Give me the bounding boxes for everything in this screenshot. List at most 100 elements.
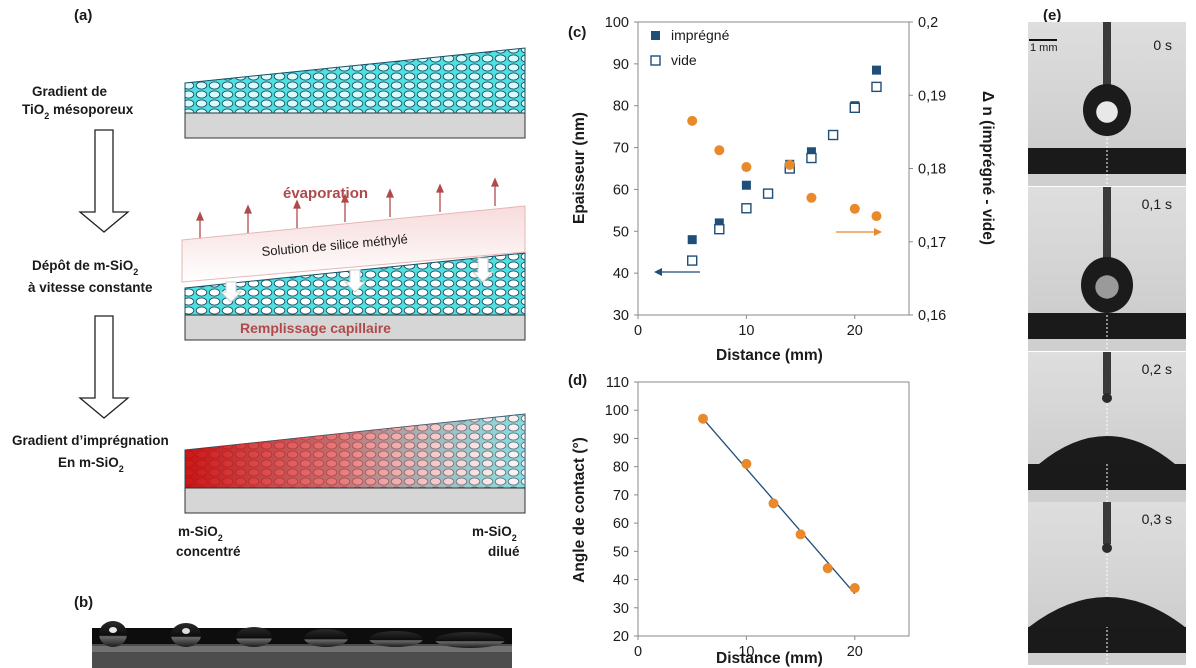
step3-line2: En m-SiO2 [58,455,124,474]
panel-e-label: (e) [1043,7,1061,24]
drop-highlight [1095,275,1119,299]
down-arrow-2 [78,315,130,419]
chart-c-point-circle [849,203,860,214]
chart-d-ytick-label: 100 [605,403,629,419]
chart-c-xtick-label: 20 [847,323,863,339]
chart-c-x-ticks: 0 10 20 [634,315,863,339]
chart-c-point-vide [806,152,817,164]
chart-c-point-vide [827,129,839,141]
chart-c-point-vide [849,102,860,114]
right-axis-arrow [836,228,882,236]
chart-c-point-vide [741,203,752,214]
droplet-1 [99,621,127,647]
chart-c-y2tick-label: 0,18 [918,162,946,178]
right-end-line2: dilué [488,544,520,559]
step1-line1: Gradient de [32,84,108,99]
chart-c-point-circle [741,162,752,173]
chart-c-xlabel: Distance (mm) [716,347,823,364]
frame-time-label: 0 s [1153,37,1172,53]
chart-d-ytick-label: 30 [613,601,629,617]
chart-c-y2-ticks: 0,16 0,17 0,18 0,19 0,2 [909,15,946,324]
step2-line1: Dépôt de m-SiO2 [32,258,138,277]
chart-d-marks [698,413,860,595]
chart-c-point-impregne [871,65,881,75]
chart-d-point-circle [741,458,752,469]
frame-time-label: 0,2 s [1142,361,1172,377]
drop-frame-0: 0 s [1028,22,1186,186]
panel-a: (a) Gradient de TiO2 mésoporeux Dépôt de… [12,7,526,559]
down-arrow-1 [78,129,130,233]
chart-c-y2tick-label: 0,19 [918,88,946,104]
chart-d-x-ticks: 0 10 20 [634,636,863,660]
panel-e: (e) 0 s 0,1 s 0,2 s 0,3 s 1 mm [1028,7,1186,665]
chart-c-ylabel: Epaisseur (nm) [571,112,588,224]
capillary-label: Remplissage capillaire [240,320,391,336]
chart-c-marks [687,65,882,266]
step1-line2: TiO2 mésoporeux [22,102,134,121]
droplet-3 [236,627,272,647]
evaporation-label: évaporation [283,185,368,202]
needle [1103,22,1111,96]
needle [1103,187,1111,261]
chart-c-point-circle [687,115,698,126]
chart-c-point-impregne [687,235,697,245]
chart-c-point-vide [762,188,774,199]
legend-impregne-marker [651,31,660,40]
legend-impregne-label: imprégné [671,27,730,43]
chart-c-y2label: Δ n (imprégné - vide) [979,91,996,245]
panel-b-label: (b) [74,594,93,611]
panel-d-label: (d) [568,372,587,389]
chart-d-xlabel: Distance (mm) [716,650,823,667]
substrate-reflection [1028,174,1186,186]
panel-c-label: (c) [568,24,586,41]
evaporation-arrows [196,177,499,240]
sessile-drop [1029,597,1185,627]
chart-d-ytick-label: 60 [613,516,629,532]
step2-line2: à vitesse constante [28,280,153,295]
chart-c-ytick-label: 90 [613,57,629,73]
chart-c-point-circle [871,211,882,222]
droplet-4 [304,629,348,647]
scale-bar-label: 1 mm [1030,42,1058,54]
chart-d-ytick-label: 50 [613,544,629,560]
impregnation-gradient-diagram [184,413,526,514]
chart-c-ytick-label: 50 [613,224,629,240]
chart-d-xtick-label: 20 [847,644,863,660]
drop-time-series: 0 s 0,1 s 0,2 s 0,3 s [1028,22,1186,665]
chart-c-point-impregne [806,147,816,157]
chart-d-ytick-label: 80 [613,460,629,476]
chart-c-point-impregne [741,180,751,190]
chart-d-point-circle [795,529,806,540]
chart-c-point-impregne [714,218,724,228]
drop-frame-3: 0,3 s [1028,502,1186,665]
chart-c-ytick-label: 100 [605,15,629,31]
chart-c-point-vide [714,223,725,235]
chart-c-y2tick-label: 0,2 [918,15,938,31]
left-end-line1: m-SiO2 [178,524,223,543]
needle [1103,352,1111,394]
panel-b: (b) [74,594,512,668]
chart-d-ytick-label: 20 [613,629,629,645]
left-end-line2: concentré [176,544,241,559]
chart-d-ytick-label: 40 [613,573,629,589]
chart-c-y-ticks: 30 40 50 60 70 80 90 100 [605,15,638,324]
substrate [184,112,526,139]
sessile-drop [1039,436,1175,464]
drop-frame-1: 0,1 s [1028,187,1186,351]
chart-d-point-circle [698,413,709,424]
chart-c-y2tick-label: 0,17 [918,235,946,251]
capillary-arrows [219,257,495,303]
chart-c-ytick-label: 60 [613,182,629,198]
chart-c-y2tick-label: 0,16 [918,308,946,324]
chart-d-ytick-label: 110 [606,375,629,391]
step3-line1: Gradient d’imprégnation [12,433,169,448]
needle-tip-drop [1102,543,1112,553]
chart-d-xtick-label: 10 [738,644,754,660]
panel-d: (d) 20 30 40 50 60 70 80 90 100 110 0 10 20 Distanc… [568,372,910,667]
chart-c-point-circle [784,159,795,170]
left-axis-arrow [654,268,700,276]
chart-d-ytick-label: 70 [613,488,629,504]
needle-tip-drop [1102,393,1112,403]
